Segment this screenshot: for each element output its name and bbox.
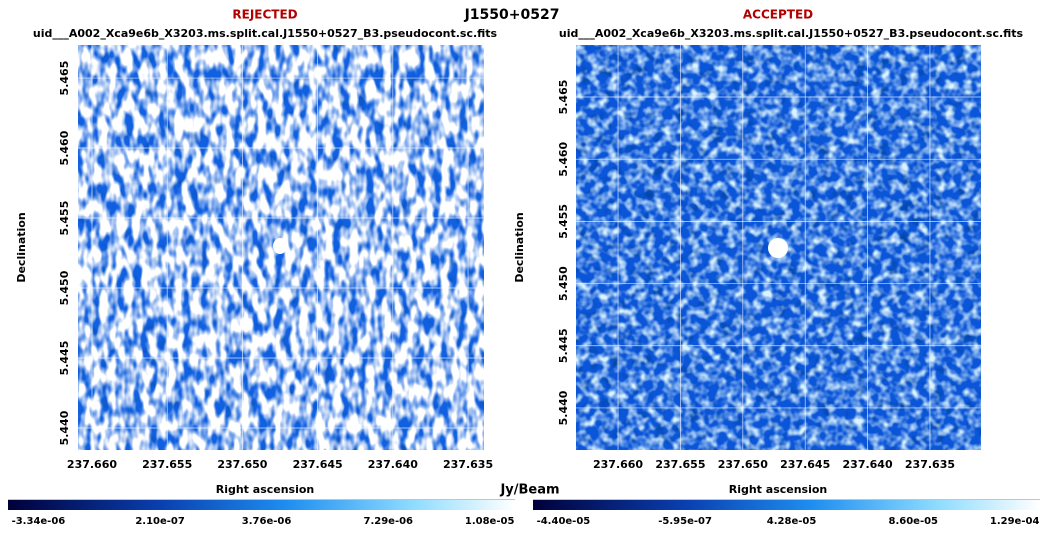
y-tick-label: 5.440 <box>58 410 71 445</box>
panel-status: REJECTED <box>232 8 297 22</box>
y-tick-label: 5.465 <box>58 61 71 96</box>
x-tick-label: 237.640 <box>843 458 893 471</box>
x-axis-label: Right ascension <box>729 483 828 496</box>
colorbar-tick-label: 1.08e-05 <box>465 516 515 527</box>
y-tick-label: 5.465 <box>557 80 570 115</box>
colorbar-label: Jy/Beam <box>499 483 559 498</box>
y-tick-label: 5.455 <box>58 201 71 236</box>
x-tick-label: 237.635 <box>443 458 493 471</box>
colorbar-tick-label: 7.29e-06 <box>363 516 413 527</box>
x-tick-label: 237.645 <box>293 458 343 471</box>
colorbar-tick-label: 1.29e-04 <box>990 516 1040 527</box>
y-tick-label: 5.440 <box>557 390 570 425</box>
x-axis-label: Right ascension <box>216 483 315 496</box>
x-tick-label: 237.635 <box>905 458 955 471</box>
x-tick-label: 237.645 <box>780 458 830 471</box>
colorbar-tick-label: 4.28e-05 <box>767 516 817 527</box>
y-tick-label: 5.445 <box>557 328 570 363</box>
x-tick-label: 237.650 <box>217 458 267 471</box>
y-tick-label: 5.460 <box>58 130 71 165</box>
x-tick-label: 237.655 <box>142 458 192 471</box>
y-tick-label: 5.455 <box>557 204 570 239</box>
colorbar-tick-label: -5.95e-07 <box>658 516 712 527</box>
x-tick-label: 237.660 <box>67 458 117 471</box>
y-tick-label: 5.460 <box>557 141 570 176</box>
x-tick-label: 237.660 <box>593 458 643 471</box>
panel-file: uid___A002_Xca9e6b_X3203.ms.split.cal.J1… <box>559 27 1024 40</box>
x-tick-label: 237.655 <box>655 458 705 471</box>
source <box>273 238 287 254</box>
x-tick-label: 237.650 <box>718 458 768 471</box>
x-tick-label: 237.640 <box>368 458 418 471</box>
colorbar-tick-label: 3.76e-06 <box>242 516 292 527</box>
y-tick-label: 5.450 <box>557 266 570 301</box>
colorbar <box>533 500 1040 510</box>
figure-title: J1550+0527 <box>464 7 560 23</box>
colorbar-tick-label: 2.10e-07 <box>135 516 185 527</box>
y-tick-label: 5.445 <box>58 341 71 376</box>
colorbar-tick-label: -3.34e-06 <box>12 516 66 527</box>
y-axis-label: Declination <box>513 212 526 282</box>
y-axis-label: Declination <box>15 212 28 282</box>
source <box>768 238 788 258</box>
panel-status: ACCEPTED <box>743 8 813 22</box>
colorbar-tick-label: -4.40e-05 <box>537 516 591 527</box>
y-tick-label: 5.450 <box>58 270 71 305</box>
panel-file: uid___A002_Xca9e6b_X3203.ms.split.cal.J1… <box>33 27 498 40</box>
colorbar-tick-label: 8.60e-05 <box>888 516 938 527</box>
colorbar <box>8 500 515 510</box>
